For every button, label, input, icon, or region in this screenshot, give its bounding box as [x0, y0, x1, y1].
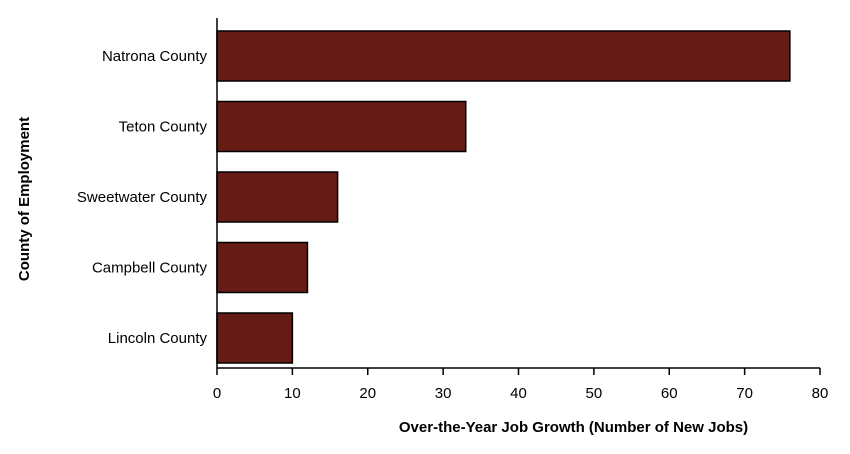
category-label: Sweetwater County [77, 189, 208, 206]
bars-group [216, 30, 791, 364]
x-tick-label: 30 [435, 385, 452, 402]
x-axis-title: Over-the-Year Job Growth (Number of New … [399, 419, 748, 436]
x-tick-label: 80 [812, 385, 829, 402]
category-label: Natrona County [102, 48, 208, 65]
category-label: Lincoln County [108, 330, 208, 347]
bar-natrona-county [216, 30, 791, 82]
x-tick-label: 20 [359, 385, 376, 402]
x-ticks-group: 0 10 20 30 40 50 60 70 80 [213, 368, 829, 402]
x-tick-label: 70 [736, 385, 753, 402]
x-tick-label: 40 [510, 385, 527, 402]
x-tick-label: 60 [661, 385, 678, 402]
category-labels: Natrona County Teton County Sweetwater Cou… [77, 48, 208, 347]
y-axis-title: County of Employment [16, 117, 33, 281]
category-label: Teton County [119, 119, 208, 136]
bar-lincoln-county [216, 312, 294, 364]
x-tick-label: 50 [586, 385, 603, 402]
bar-campbell-county [216, 241, 309, 294]
x-tick-label: 0 [213, 385, 221, 402]
x-tick-label: 10 [284, 385, 301, 402]
category-label: Campbell County [92, 260, 208, 277]
bar-sweetwater-county [216, 171, 339, 223]
bar-teton-county [216, 100, 467, 153]
